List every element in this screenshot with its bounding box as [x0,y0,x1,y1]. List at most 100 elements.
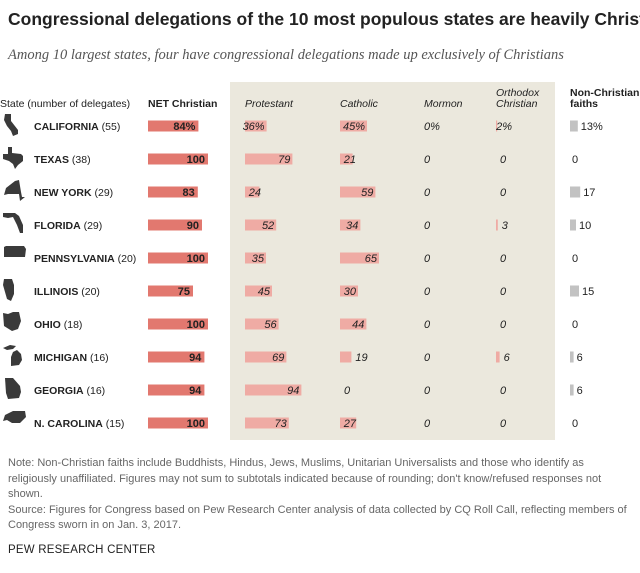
protestant-value: 35 [252,253,265,265]
mormon-value: 0 [424,154,431,166]
catholic-bar [340,417,357,429]
notes-block: Note: Non-Christian faiths include Buddh… [8,456,633,534]
catholic-value: 19 [355,352,367,364]
net-christian-bar [148,285,193,297]
pennsylvania-icon [4,246,26,257]
table-row: MICHIGAN (16) 94 69 19 0 6 6 [3,345,583,366]
non-christian-bar [570,120,578,132]
protestant-bar [245,351,287,363]
row-header: State (number of delegates) [0,98,130,110]
catholic-value: 30 [344,286,357,298]
net-christian-value: 100 [187,418,205,430]
column-header-catholic: Catholic [340,98,379,110]
protestant-bar [245,285,272,297]
net-christian-bar [148,153,208,165]
california-icon [4,114,18,136]
catholic-bar [340,318,367,330]
orthodox-value: 0 [500,253,507,265]
non-christian-value: 17 [583,187,595,199]
georgia-icon [5,378,21,399]
protestant-bar [245,186,260,198]
net-christian-value: 83 [183,187,195,199]
catholic-value: 59 [361,187,373,199]
orthodox-value: 0 [500,286,507,298]
catholic-bar [340,219,361,231]
column-header-protestant: Protestant [245,98,294,110]
non-christian-value: 0 [572,319,578,331]
table-row: GEORGIA (16) 94 94 0 0 0 6 [5,378,583,399]
non-christian-bar [570,351,574,363]
mormon-value: 0 [424,286,431,298]
orthodox-value: 0 [500,187,507,199]
state-label: GEORGIA (16) [34,385,105,397]
mormon-value: 0 [424,187,431,199]
protestant-bar [245,252,266,264]
catholic-value: 45% [343,121,365,133]
net-christian-bar [148,252,208,264]
net-christian-bar [148,417,208,429]
protestant-value: 94 [287,385,299,397]
state-label: CALIFORNIA (55) [34,121,120,133]
pew-footer: PEW RESEARCH CENTER [8,544,156,556]
protestant-bar [245,153,293,165]
table-row: OHIO (18) 100 56 44 0 0 0 [3,312,578,331]
column-header-mormon: Mormon [424,98,463,110]
table-row: N. CAROLINA (15) 100 73 27 0 0 0 [3,411,578,430]
protestant-value: 45 [258,286,271,298]
table-row: CALIFORNIA (55) 84% 36% 45% 0% 2% 13% [4,114,603,136]
protestant-bar [245,318,279,330]
non-christian-bar [570,219,576,231]
catholic-value: 21 [343,154,356,166]
protestant-value: 79 [278,154,290,166]
non-christian-bar [570,285,579,297]
column-header-orthodox: Orthodox [496,87,540,99]
non-christian-value: 10 [579,220,591,232]
non-christian-value: 6 [577,385,583,397]
table-row: FLORIDA (29) 90 52 34 0 3 10 [3,213,591,233]
protestant-value: 36% [243,121,265,133]
protestant-value: 24 [248,187,261,199]
florida-icon [3,213,23,233]
table-row: ILLINOIS (20) 75 45 30 0 0 15 [3,279,594,301]
protestant-bar [245,219,277,231]
net-christian-value: 94 [189,385,202,397]
illinois-icon [3,279,14,301]
orthodox-value: 2% [495,121,512,133]
catholic-value: 27 [343,418,357,430]
protestant-value: 69 [272,352,284,364]
source-text: Source: Figures for Congress based on Pe… [8,503,627,532]
state-label: MICHIGAN (16) [34,352,109,364]
net-christian-bar [148,120,199,132]
net-christian-bar [148,186,198,198]
catholic-value: 44 [352,319,364,331]
state-label: PENNSYLVANIA (20) [34,253,136,265]
net-christian-value: 100 [187,154,205,166]
catholic-bar [340,252,379,264]
mormon-value: 0 [424,220,431,232]
column-header-other: Non-Christian [570,87,639,99]
protestant-bar [245,384,302,396]
orthodox-value: 6 [504,352,511,364]
note-text: Note: Non-Christian faiths include Buddh… [8,457,602,500]
column-header-orthodox: Christian [496,98,538,110]
state-label: TEXAS (38) [34,154,91,166]
net-christian-value: 90 [187,220,199,232]
net-christian-value: 75 [178,286,190,298]
mormon-value: 0 [424,319,431,331]
net-christian-bar [148,351,205,363]
mormon-value: 0 [424,385,431,397]
net-christian-value: 84% [173,121,195,133]
net-christian-value: 100 [187,319,205,331]
state-label: ILLINOIS (20) [34,286,100,298]
state-label: FLORIDA (29) [34,220,102,232]
net-christian-bar [148,219,202,231]
chart-subtitle: Among 10 largest states, four have congr… [8,47,564,63]
catholic-value: 0 [344,385,351,397]
state-label: NEW YORK (29) [34,187,113,199]
orthodox-bar [496,351,500,363]
protestant-bar [245,120,267,132]
orthodox-value: 0 [500,418,507,430]
non-christian-bar [570,186,581,198]
table-row: NEW YORK (29) 83 24 59 0 0 17 [4,180,595,201]
catholic-value: 65 [365,253,378,265]
